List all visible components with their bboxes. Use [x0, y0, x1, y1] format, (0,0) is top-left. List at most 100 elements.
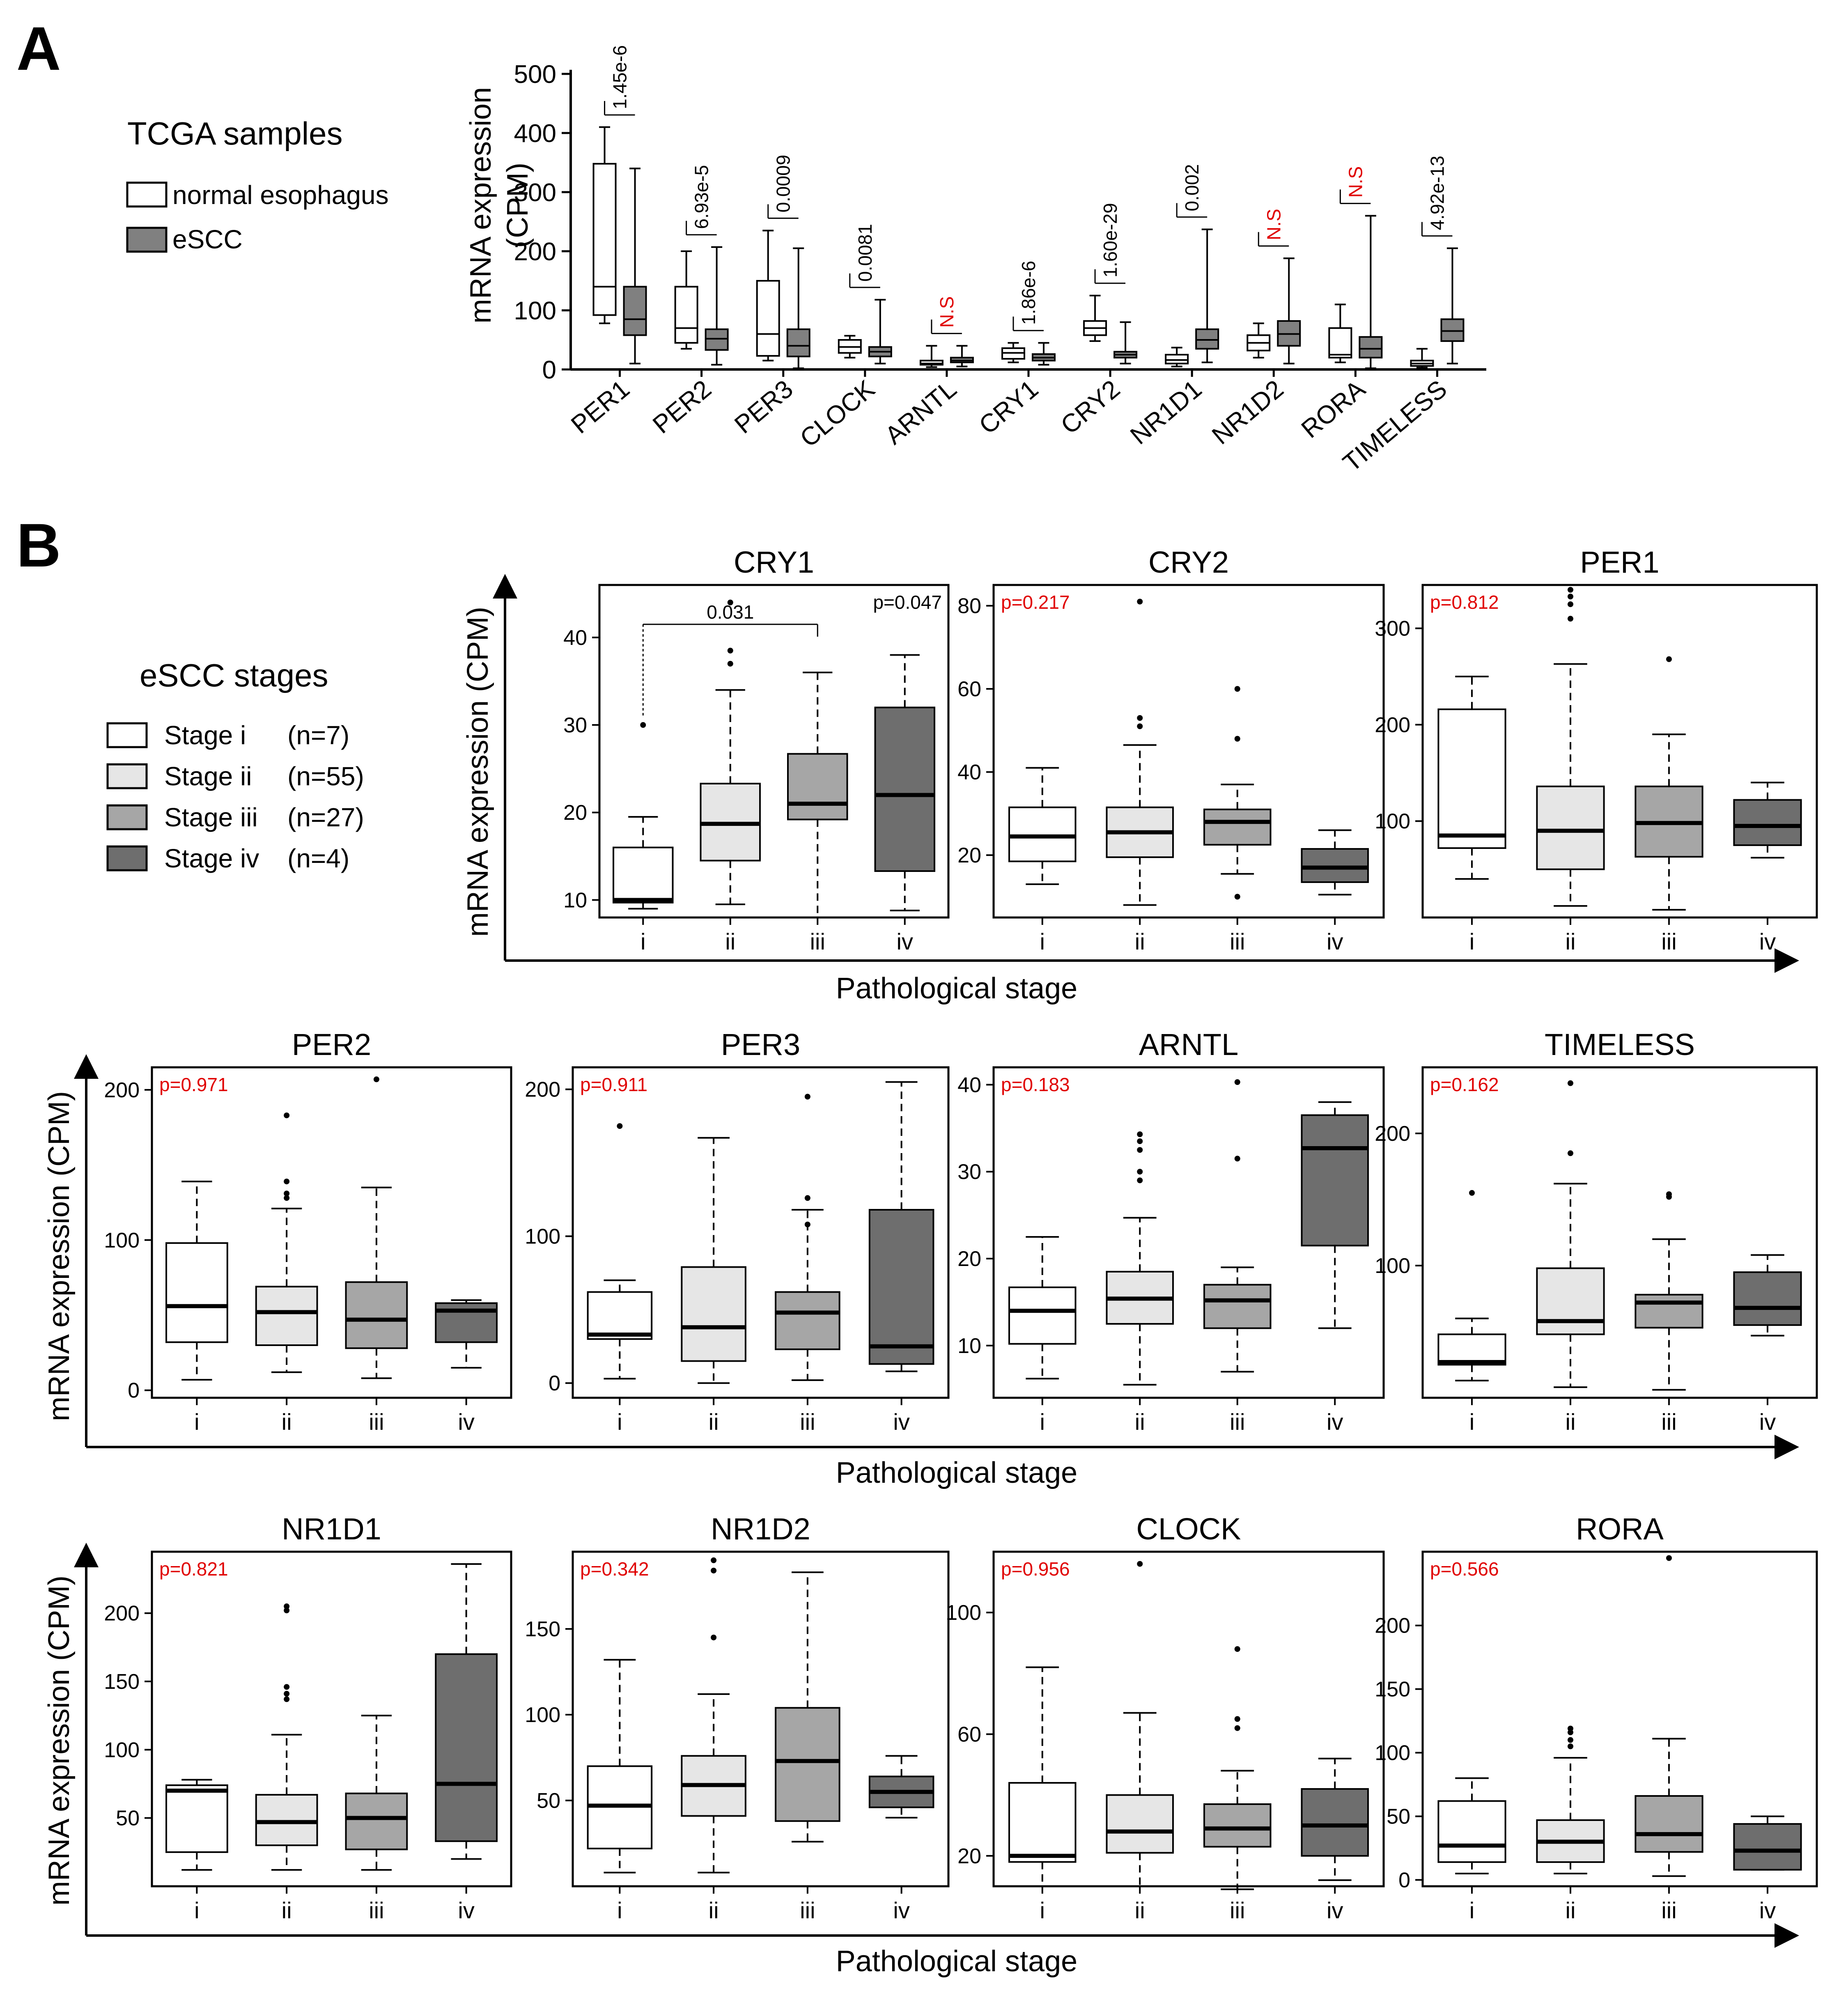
subplot-ytick-label: 20 [957, 1247, 981, 1271]
chart-a-pvalue: N.S [1263, 209, 1284, 241]
subplot-xtick-label: i [1040, 929, 1045, 954]
subplot-xtick-label: iv [1759, 1897, 1776, 1923]
subplot-outlier [284, 1696, 290, 1702]
legend-b-title: eSCC stages [140, 657, 328, 693]
chart-a-box-normal-box [756, 280, 780, 357]
subplot-outlier [1568, 616, 1573, 622]
subplot-ytick-label: 20 [563, 801, 587, 825]
subplot-box-iv-box [874, 706, 935, 872]
subplot-outlier [1568, 601, 1573, 607]
subplot-outlier [1568, 1743, 1573, 1750]
subplot-outlier [1234, 736, 1240, 742]
subplot-title: NR1D1 [282, 1512, 381, 1546]
subplot-xtick-label: i [194, 1897, 199, 1923]
row1-xlabel: Pathological stage [836, 972, 1077, 1005]
subplot-title: NR1D2 [711, 1512, 810, 1546]
legend-a-label-normal: normal esophagus [172, 180, 389, 210]
subplot-outlier [1137, 715, 1143, 721]
subplot-pvalue: p=0.971 [159, 1074, 228, 1095]
chart-b: mRNA expression (CPM) Pathological stage… [43, 545, 1818, 1978]
chart-a-box-normal-box [919, 360, 944, 366]
subplot-ytick-label: 30 [563, 713, 587, 737]
subplot-box-ii-box [681, 1266, 746, 1362]
chart-a-box-escc-box [786, 328, 810, 358]
subplot-outlier [711, 1634, 717, 1640]
subplot-outlier [284, 1608, 290, 1614]
subplot-box-iv-box [1301, 848, 1369, 883]
subplot-title: PER1 [1580, 545, 1659, 579]
subplot-box-iii-box [787, 753, 848, 821]
subplot-outlier [284, 1603, 290, 1610]
subplot-outlier [711, 1567, 717, 1573]
chart-a-gene-label: PER1 [566, 375, 635, 439]
subplot-xtick-label: iv [1759, 929, 1776, 954]
subplot-ytick-label: 10 [563, 888, 587, 912]
subplot-ytick-label: 40 [563, 626, 587, 650]
subplot-outlier [284, 1112, 290, 1119]
subplot-ytick-label: 150 [1375, 1678, 1410, 1702]
subplot-outlier [1137, 723, 1143, 729]
subplot-outlier [727, 647, 733, 654]
subplot-outlier [727, 661, 733, 667]
subplot-pvalue: p=0.162 [1430, 1074, 1499, 1095]
subplot-title: CRY2 [1148, 545, 1229, 579]
subplot-box-iii-box [775, 1707, 840, 1822]
subplot-outlier [1234, 1156, 1240, 1162]
subplot-xtick-label: ii [709, 1409, 719, 1435]
subplot-box-ii-box [255, 1286, 318, 1346]
subplot-xtick-label: ii [1135, 1897, 1145, 1923]
subplot-xtick-label: ii [1135, 929, 1145, 954]
subplot-ytick-label: 20 [957, 1844, 981, 1868]
subplot-box-iv-box [1733, 1271, 1802, 1326]
subplot-box-iii-box [1635, 1294, 1703, 1329]
subplot-outlier [1137, 1169, 1143, 1175]
subplot-frame [151, 1066, 512, 1399]
subplot-xtick-label: iii [1230, 1897, 1245, 1923]
subplot-ytick-label: 0 [128, 1379, 140, 1403]
chart-a-gene-label: NR1D1 [1125, 375, 1207, 450]
chart-a-gene-label: NR1D2 [1207, 375, 1289, 450]
subplot-xtick-label: iii [1661, 1897, 1676, 1923]
subplot-box-iii-box [1203, 1284, 1272, 1329]
subplot-outlier [804, 1221, 810, 1227]
legend-a-label-escc: eSCC [172, 225, 243, 254]
subplot-xtick-label: iv [893, 1409, 909, 1435]
subplot-box-iii-box [775, 1291, 840, 1350]
subplot-outlier [1137, 1177, 1143, 1183]
chart-a-ytick-label: 400 [514, 119, 556, 148]
subplot-outlier [373, 1076, 379, 1083]
chart-a-pvalue: 4.92e-13 [1426, 156, 1448, 230]
subplot-outlier [804, 1195, 810, 1201]
chart-a-box-escc-box [1195, 328, 1219, 350]
subplot-ytick-label: 200 [104, 1078, 140, 1102]
subplot-ytick-label: 100 [104, 1738, 140, 1762]
subplot-outlier [1234, 1716, 1240, 1722]
subplot-xtick-label: iii [1230, 1409, 1245, 1435]
subplot-box-iv-box [435, 1653, 498, 1842]
chart-a-pvalue: N.S [1345, 166, 1366, 198]
subplot-box-iv-box [1733, 1823, 1802, 1871]
subplot-outlier [640, 722, 646, 728]
subplot-outlier [1666, 656, 1672, 662]
subplot-box-iv-box [868, 1209, 934, 1365]
subplot-xtick-label: iv [1327, 1897, 1343, 1923]
chart-a-pvalue: 1.45e-6 [609, 45, 631, 109]
subplot-xtick-label: iii [1661, 1409, 1676, 1435]
chart-a-pvalue: N.S [936, 296, 957, 328]
subplot-title: ARNTL [1139, 1027, 1239, 1062]
row2-xlabel: Pathological stage [836, 1456, 1077, 1489]
subplot-outlier [1137, 1138, 1143, 1144]
chart-a-ylabel-line2: (CPM) [501, 163, 534, 248]
chart-a-ylabel-line1: mRNA expression [464, 87, 497, 323]
legend-b-swatch-stage-iii [106, 804, 148, 830]
legend-b-label-stage-i: Stage i [164, 720, 246, 750]
subplot-outlier [284, 1690, 290, 1697]
subplot-outlier [617, 1123, 623, 1129]
subplot-outlier [1234, 1725, 1240, 1731]
chart-a-gene-label: PER2 [647, 375, 716, 439]
subplot-xtick-label: i [617, 1897, 622, 1923]
